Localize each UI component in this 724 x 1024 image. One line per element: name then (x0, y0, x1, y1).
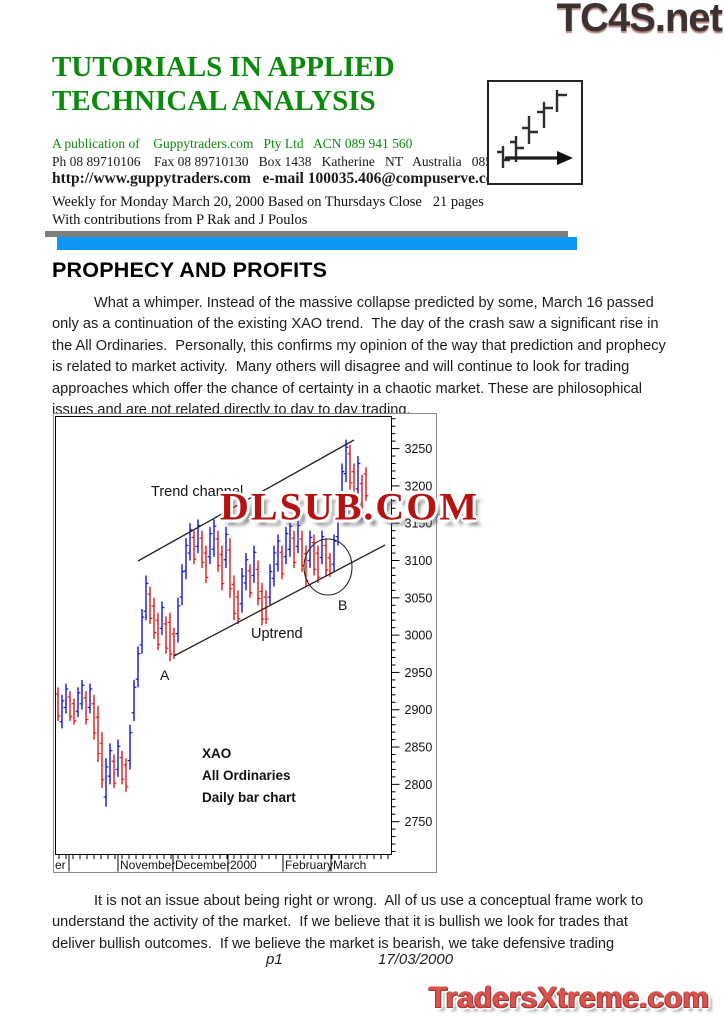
svg-text:All Ordinaries: All Ordinaries (202, 768, 291, 783)
svg-text:March: March (333, 858, 366, 872)
svg-text:2750: 2750 (405, 815, 433, 829)
tradersxtreme-site-logo: TradersXtreme.com (429, 981, 710, 1014)
contributors-line: With contributions from P Rak and J Poul… (52, 212, 308, 228)
svg-text:A: A (160, 667, 170, 683)
issue-line: Weekly for Monday March 20, 2000 Based o… (52, 194, 484, 210)
contact-line: Ph 08 89710106 Fax 08 89710130 Box 1438 … (52, 154, 499, 169)
tc4s-site-logo: TC4S.net (556, 0, 723, 40)
svg-text:Daily bar chart: Daily bar chart (202, 790, 296, 805)
svg-text:B: B (338, 597, 347, 613)
svg-text:Trend channel: Trend channel (151, 484, 243, 500)
swing-chart-icon (497, 90, 573, 168)
svg-text:3050: 3050 (405, 591, 433, 605)
page-number: p1 (266, 951, 283, 968)
footer-date: 17/03/2000 (378, 951, 454, 968)
xao-daily-bar-chart: 2750 2800 2850 2900 2950 3000 3050 3100 3150 3200… (53, 413, 437, 873)
article-paragraph-2: It is not an issue about being right or … (52, 893, 648, 952)
publication-line: A publication of Guppytraders.com Pty Lt… (52, 136, 413, 151)
masthead-logo-box (487, 80, 583, 185)
svg-text:2950: 2950 (405, 666, 433, 680)
divider-blue-bar (57, 237, 577, 250)
article-heading: PROPHECY AND PROFITS (52, 258, 328, 282)
svg-text:Uptrend: Uptrend (251, 626, 303, 642)
dlsub-watermark: DLSUB.COM (220, 484, 480, 529)
svg-text:3000: 3000 (405, 629, 433, 643)
svg-text:XAO: XAO (202, 746, 231, 761)
svg-text:November: November (120, 858, 175, 872)
title-line-1: TUTORIALS IN APPLIED (52, 51, 395, 83)
svg-text:2000: 2000 (230, 858, 257, 872)
divider-shadow-bar (45, 231, 568, 237)
svg-text:3150: 3150 (405, 517, 433, 531)
svg-text:3100: 3100 (405, 554, 433, 568)
svg-text:2850: 2850 (405, 741, 433, 755)
svg-text:December: December (175, 858, 230, 872)
svg-text:February: February (285, 858, 333, 872)
newsletter-title: TUTORIALS IN APPLIED TECHNICAL ANALYSIS (52, 50, 395, 118)
svg-text:3250: 3250 (405, 442, 433, 456)
title-line-2: TECHNICAL ANALYSIS (52, 85, 376, 117)
svg-text:er: er (55, 858, 66, 872)
article-paragraph-1: What a whimper. Instead of the massive c… (52, 295, 670, 419)
svg-text:2800: 2800 (405, 778, 433, 792)
svg-text:2900: 2900 (405, 703, 433, 717)
price-chart-svg: 2750 2800 2850 2900 2950 3000 3050 3100 3150 3200… (55, 416, 433, 872)
web-email-line: http://www.guppytraders.com e-mail 10003… (52, 170, 507, 187)
svg-text:3200: 3200 (405, 479, 433, 493)
